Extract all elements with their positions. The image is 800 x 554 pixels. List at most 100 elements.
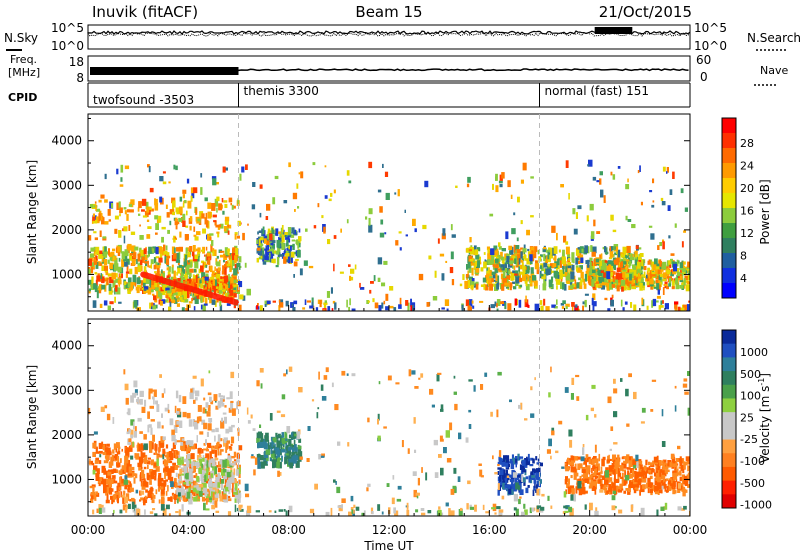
power-cell [229,259,232,267]
power-cell [91,276,94,284]
power-cell [166,258,170,265]
velocity-cell [680,508,685,511]
power-cell [265,245,268,253]
power-cell [586,215,589,222]
velocity-cell [186,491,191,499]
power-cell [178,217,183,222]
power-cell [154,304,158,309]
velocity-cell [640,421,645,424]
power-cell [313,225,317,229]
power-cell [121,251,126,260]
velocity-cell [659,480,664,484]
power-cell [152,293,155,296]
velocity-y-tick-label: 1000 [51,472,82,486]
power-cell [210,244,213,253]
velocity-cell [152,434,155,442]
power-cell [379,206,383,213]
power-cell [191,192,195,199]
power-cell [289,246,292,251]
power-cell [520,247,524,250]
velocity-cell [186,481,190,486]
velocity-cell [433,439,438,446]
velocity-cell [335,481,337,485]
velocity-cell [579,463,583,469]
velocity-cell [274,454,277,457]
power-cell [256,239,259,244]
power-cell [258,256,263,260]
velocity-cell [245,493,250,498]
power-cell [171,246,175,255]
velocity-colorbar-swatch [722,466,736,482]
power-cell [164,299,169,303]
power-cell [578,277,581,281]
velocity-cell [102,479,105,483]
velocity-cell [497,471,500,475]
power-cell [365,216,368,220]
power-cell [567,272,571,280]
velocity-cell [238,445,243,451]
velocity-cell [211,505,216,510]
power-cell [674,223,677,228]
velocity-cell [187,474,191,482]
power-cell [148,166,151,173]
power-cell [486,273,490,280]
velocity-cell [139,390,144,397]
power-cell [556,265,560,270]
velocity-cell [518,485,521,491]
power-cell [378,305,382,311]
power-cell [561,306,565,309]
power-cell [117,279,122,285]
velocity-cell [505,455,510,463]
velocity-cell [259,368,264,373]
power-cell [149,279,153,288]
velocity-cell [602,484,606,491]
velocity-cell [667,480,672,485]
power-cell [199,279,202,284]
power-cell [211,270,215,275]
power-cell [208,257,211,265]
velocity-cell [147,475,152,481]
power-cell [152,305,156,310]
velocity-cell [649,482,652,488]
power-cell [162,272,165,278]
power-cell [182,277,188,285]
power-cell [584,299,587,308]
velocity-cell [604,479,609,485]
velocity-cell [533,471,536,475]
power-cell [489,213,494,217]
velocity-cell [140,450,143,459]
velocity-cell [167,472,172,480]
power-cell [469,257,474,262]
velocity-cell [257,442,260,449]
velocity-cell [169,452,174,461]
power-cell [173,253,177,259]
power-cell [239,173,242,181]
velocity-cell [131,497,135,502]
power-cell [473,245,477,252]
velocity-cell [190,487,194,495]
power-colorbar-tick-label: 12 [740,227,754,240]
power-cell [560,303,565,306]
power-cell [158,247,163,252]
power-cell [227,248,230,256]
power-cell [571,304,574,311]
velocity-cell [453,391,457,395]
velocity-cell [133,430,137,438]
velocity-cell [172,442,176,450]
power-cell [158,215,162,223]
velocity-cell [117,462,121,468]
velocity-cell [186,453,191,462]
power-cell [571,264,575,271]
velocity-cell [501,475,506,479]
power-cell [489,273,493,281]
power-cell [146,219,150,222]
velocity-cell [297,445,302,450]
power-cell [515,259,518,266]
power-cell [580,257,584,263]
power-cell [518,264,522,270]
velocity-cell [198,458,203,467]
velocity-cell [220,420,225,429]
velocity-cell [93,465,98,472]
velocity-cell [548,392,551,398]
velocity-cell [160,504,165,511]
